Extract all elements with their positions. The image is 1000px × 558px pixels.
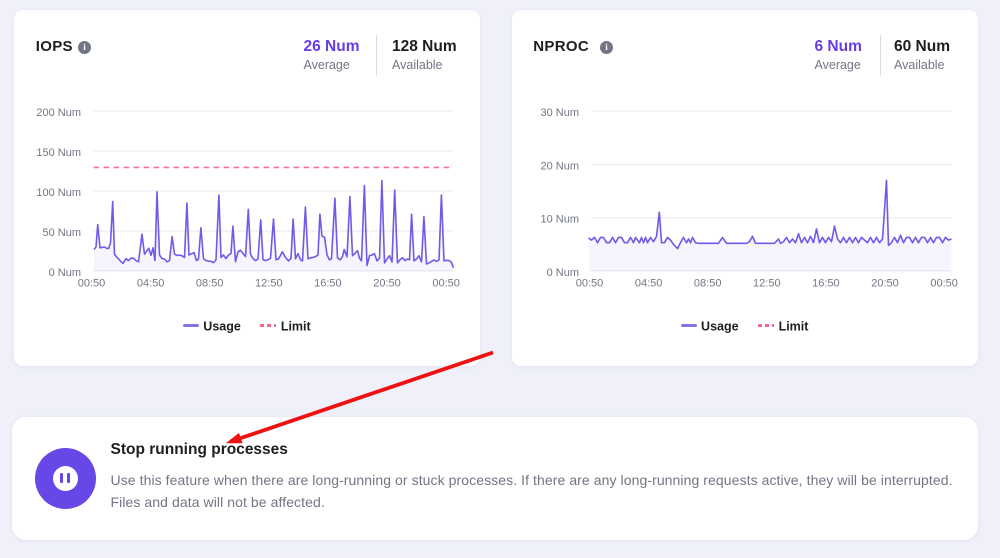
svg-text:04:50: 04:50 (634, 278, 662, 290)
svg-text:0 Num: 0 Num (546, 267, 578, 279)
svg-text:08:50: 08:50 (693, 278, 721, 290)
svg-text:100 Num: 100 Num (36, 187, 81, 199)
svg-text:20 Num: 20 Num (540, 160, 579, 172)
svg-text:16:50: 16:50 (314, 278, 342, 290)
svg-text:30 Num: 30 Num (540, 107, 579, 119)
svg-text:00:50: 00:50 (575, 278, 603, 290)
svg-text:00:50: 00:50 (78, 278, 106, 290)
svg-text:150 Num: 150 Num (36, 147, 81, 159)
svg-text:00:50: 00:50 (432, 278, 460, 290)
svg-text:200 Num: 200 Num (36, 107, 81, 119)
svg-text:50 Num: 50 Num (42, 227, 81, 239)
svg-text:10 Num: 10 Num (540, 214, 579, 226)
svg-text:0 Num: 0 Num (49, 267, 81, 279)
svg-text:04:50: 04:50 (137, 278, 165, 290)
svg-text:20:50: 20:50 (373, 278, 401, 290)
svg-text:20:50: 20:50 (871, 278, 899, 290)
svg-text:16:50: 16:50 (812, 278, 840, 290)
svg-text:00:50: 00:50 (930, 278, 958, 290)
svg-text:12:50: 12:50 (753, 278, 781, 290)
svg-text:12:50: 12:50 (255, 278, 283, 290)
svg-text:08:50: 08:50 (196, 278, 224, 290)
